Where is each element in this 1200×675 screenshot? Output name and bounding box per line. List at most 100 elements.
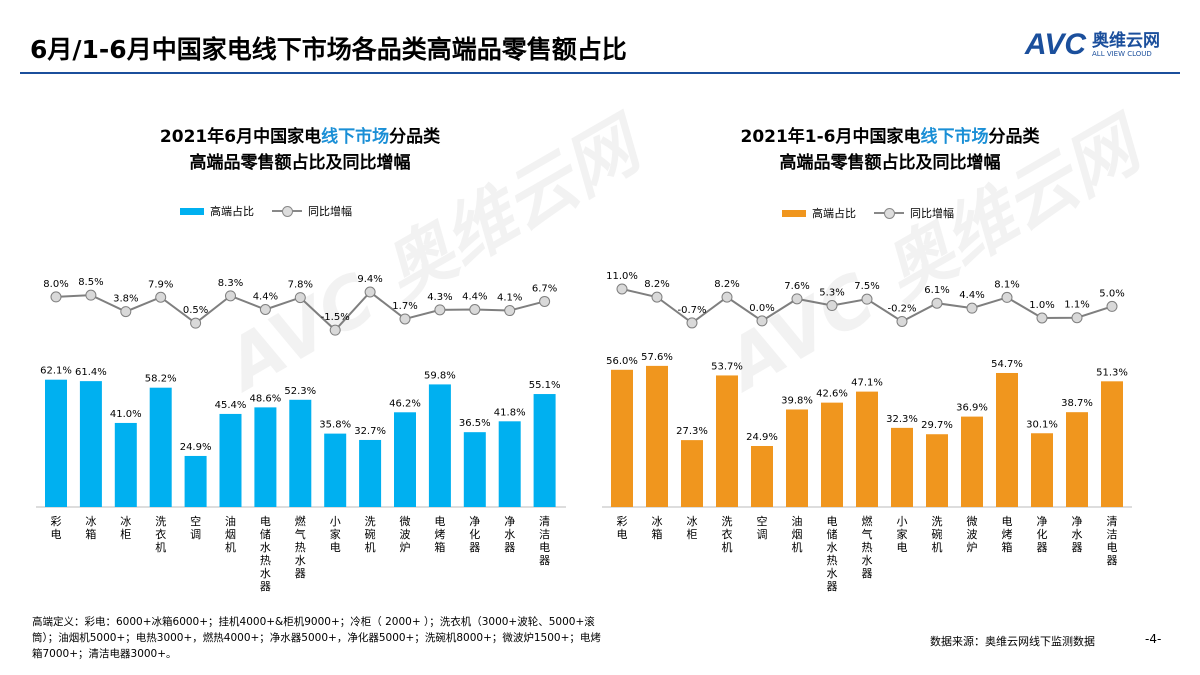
legend-line-label: 同比增幅 — [910, 207, 954, 220]
bar — [254, 407, 277, 507]
bar — [926, 434, 948, 507]
data-source: 数据来源：奥维云网线下监测数据 — [930, 635, 1095, 648]
growth-point — [1106, 300, 1118, 312]
growth-point — [434, 304, 446, 316]
growth-point — [364, 286, 376, 298]
bar-label: 30.1% — [1026, 419, 1058, 430]
category-label: 净水器 — [1072, 514, 1083, 554]
growth-point — [225, 290, 236, 302]
bar — [219, 413, 242, 507]
bar — [646, 365, 668, 507]
growth-point — [259, 304, 271, 315]
bar-label: 36.5% — [459, 418, 491, 429]
bar — [428, 384, 451, 507]
bar-label: 32.3% — [886, 414, 918, 425]
growth-point — [399, 313, 411, 325]
bar-label: 51.3% — [1096, 367, 1128, 378]
bar — [1101, 381, 1123, 507]
category-label: 空调 — [757, 514, 768, 541]
growth-label: 7.8% — [288, 280, 313, 291]
growth-label: 0.0% — [749, 303, 774, 314]
growth-label: 4.1% — [497, 293, 522, 304]
bar-label: 55.1% — [529, 380, 561, 391]
growth-label: 4.4% — [959, 290, 984, 301]
growth-point — [539, 295, 551, 307]
growth-point — [756, 315, 768, 327]
bar-label: 42.6% — [816, 389, 848, 400]
category-label: 彩电 — [617, 515, 628, 541]
category-label: 油烟机 — [225, 514, 236, 554]
growth-label: 6.7% — [532, 283, 557, 294]
category-label: 净化器 — [1037, 514, 1048, 554]
logo: AVC 奥维云网 ALL VIEW CLOUD — [1025, 28, 1160, 62]
growth-point — [826, 300, 838, 312]
bar-label: 61.4% — [75, 367, 107, 378]
growth-label: 5.3% — [819, 288, 844, 299]
category-label: 微波炉 — [967, 514, 978, 554]
bar — [533, 394, 556, 507]
category-label: 燃气热水器 — [862, 514, 873, 580]
bar — [289, 399, 312, 507]
category-label: 电储水热水器 — [827, 515, 838, 593]
category-label: 冰箱 — [652, 515, 663, 541]
category-label: 清洁电器 — [1107, 515, 1118, 567]
category-label: 洗衣机 — [155, 515, 166, 554]
growth-point — [791, 293, 803, 305]
growth-point — [896, 315, 908, 327]
growth-point — [155, 291, 167, 303]
logo-cn: 奥维云网 — [1092, 30, 1160, 51]
growth-point — [1036, 312, 1048, 324]
bar — [394, 412, 416, 507]
bar — [45, 379, 67, 507]
legend-bar-label: 高端占比 — [812, 207, 856, 220]
right-chart: 56.0% 彩电 57.6% 冰箱 27.3% 冰柜 53.7% 洗衣机 24.9% 空调 39.8… — [602, 271, 1132, 593]
bar-label: 41.0% — [110, 409, 142, 420]
legend-bar-swatch — [782, 209, 806, 217]
growth-label: 1.0% — [1029, 300, 1054, 311]
bar — [821, 402, 843, 507]
left-legend: 高端占比 同比增幅 — [180, 203, 352, 219]
growth-label: 1.1% — [1064, 300, 1089, 311]
growth-label: 8.5% — [78, 277, 103, 288]
growth-point — [120, 306, 132, 318]
growth-label: 7.5% — [854, 281, 879, 292]
bar — [961, 416, 983, 507]
bar-label: 27.3% — [676, 426, 708, 437]
title-highlight: 线下市场 — [321, 127, 390, 147]
category-label: 冰柜 — [687, 515, 698, 541]
growth-point — [85, 289, 97, 301]
category-label: 彩电 — [51, 515, 62, 541]
growth-point — [504, 305, 516, 317]
logo-en: ALL VIEW CLOUD — [1092, 49, 1152, 58]
category-label: 冰箱 — [85, 515, 96, 541]
bar — [786, 409, 808, 507]
bar — [856, 391, 878, 507]
bar — [498, 421, 521, 507]
growth-label: 8.2% — [714, 279, 739, 290]
bar-label: 32.7% — [354, 426, 386, 437]
growth-label: 9.4% — [357, 274, 382, 285]
bar — [611, 369, 633, 507]
category-label: 电烤箱 — [434, 515, 445, 554]
growth-label: 8.1% — [994, 279, 1019, 290]
title-part: 分品类 — [988, 127, 1040, 147]
bar — [359, 439, 382, 507]
category-label: 油烟机 — [792, 514, 803, 554]
growth-label: -1.5% — [321, 312, 350, 323]
growth-point — [329, 324, 341, 336]
category-label: 小家电 — [897, 515, 908, 554]
bar-label: 59.8% — [424, 370, 456, 381]
title-highlight: 线下市场 — [920, 127, 989, 147]
bar-label: 62.1% — [40, 366, 72, 377]
growth-label: 11.0% — [606, 271, 638, 282]
growth-point — [861, 293, 873, 305]
bar — [681, 440, 703, 507]
bar-label: 29.7% — [921, 420, 953, 431]
growth-point — [50, 291, 62, 303]
growth-point — [616, 283, 628, 295]
bar — [463, 432, 486, 507]
growth-point — [1071, 312, 1083, 324]
category-label: 洗碗机 — [932, 515, 943, 554]
growth-point — [931, 297, 943, 309]
bar-label: 52.3% — [284, 386, 316, 397]
